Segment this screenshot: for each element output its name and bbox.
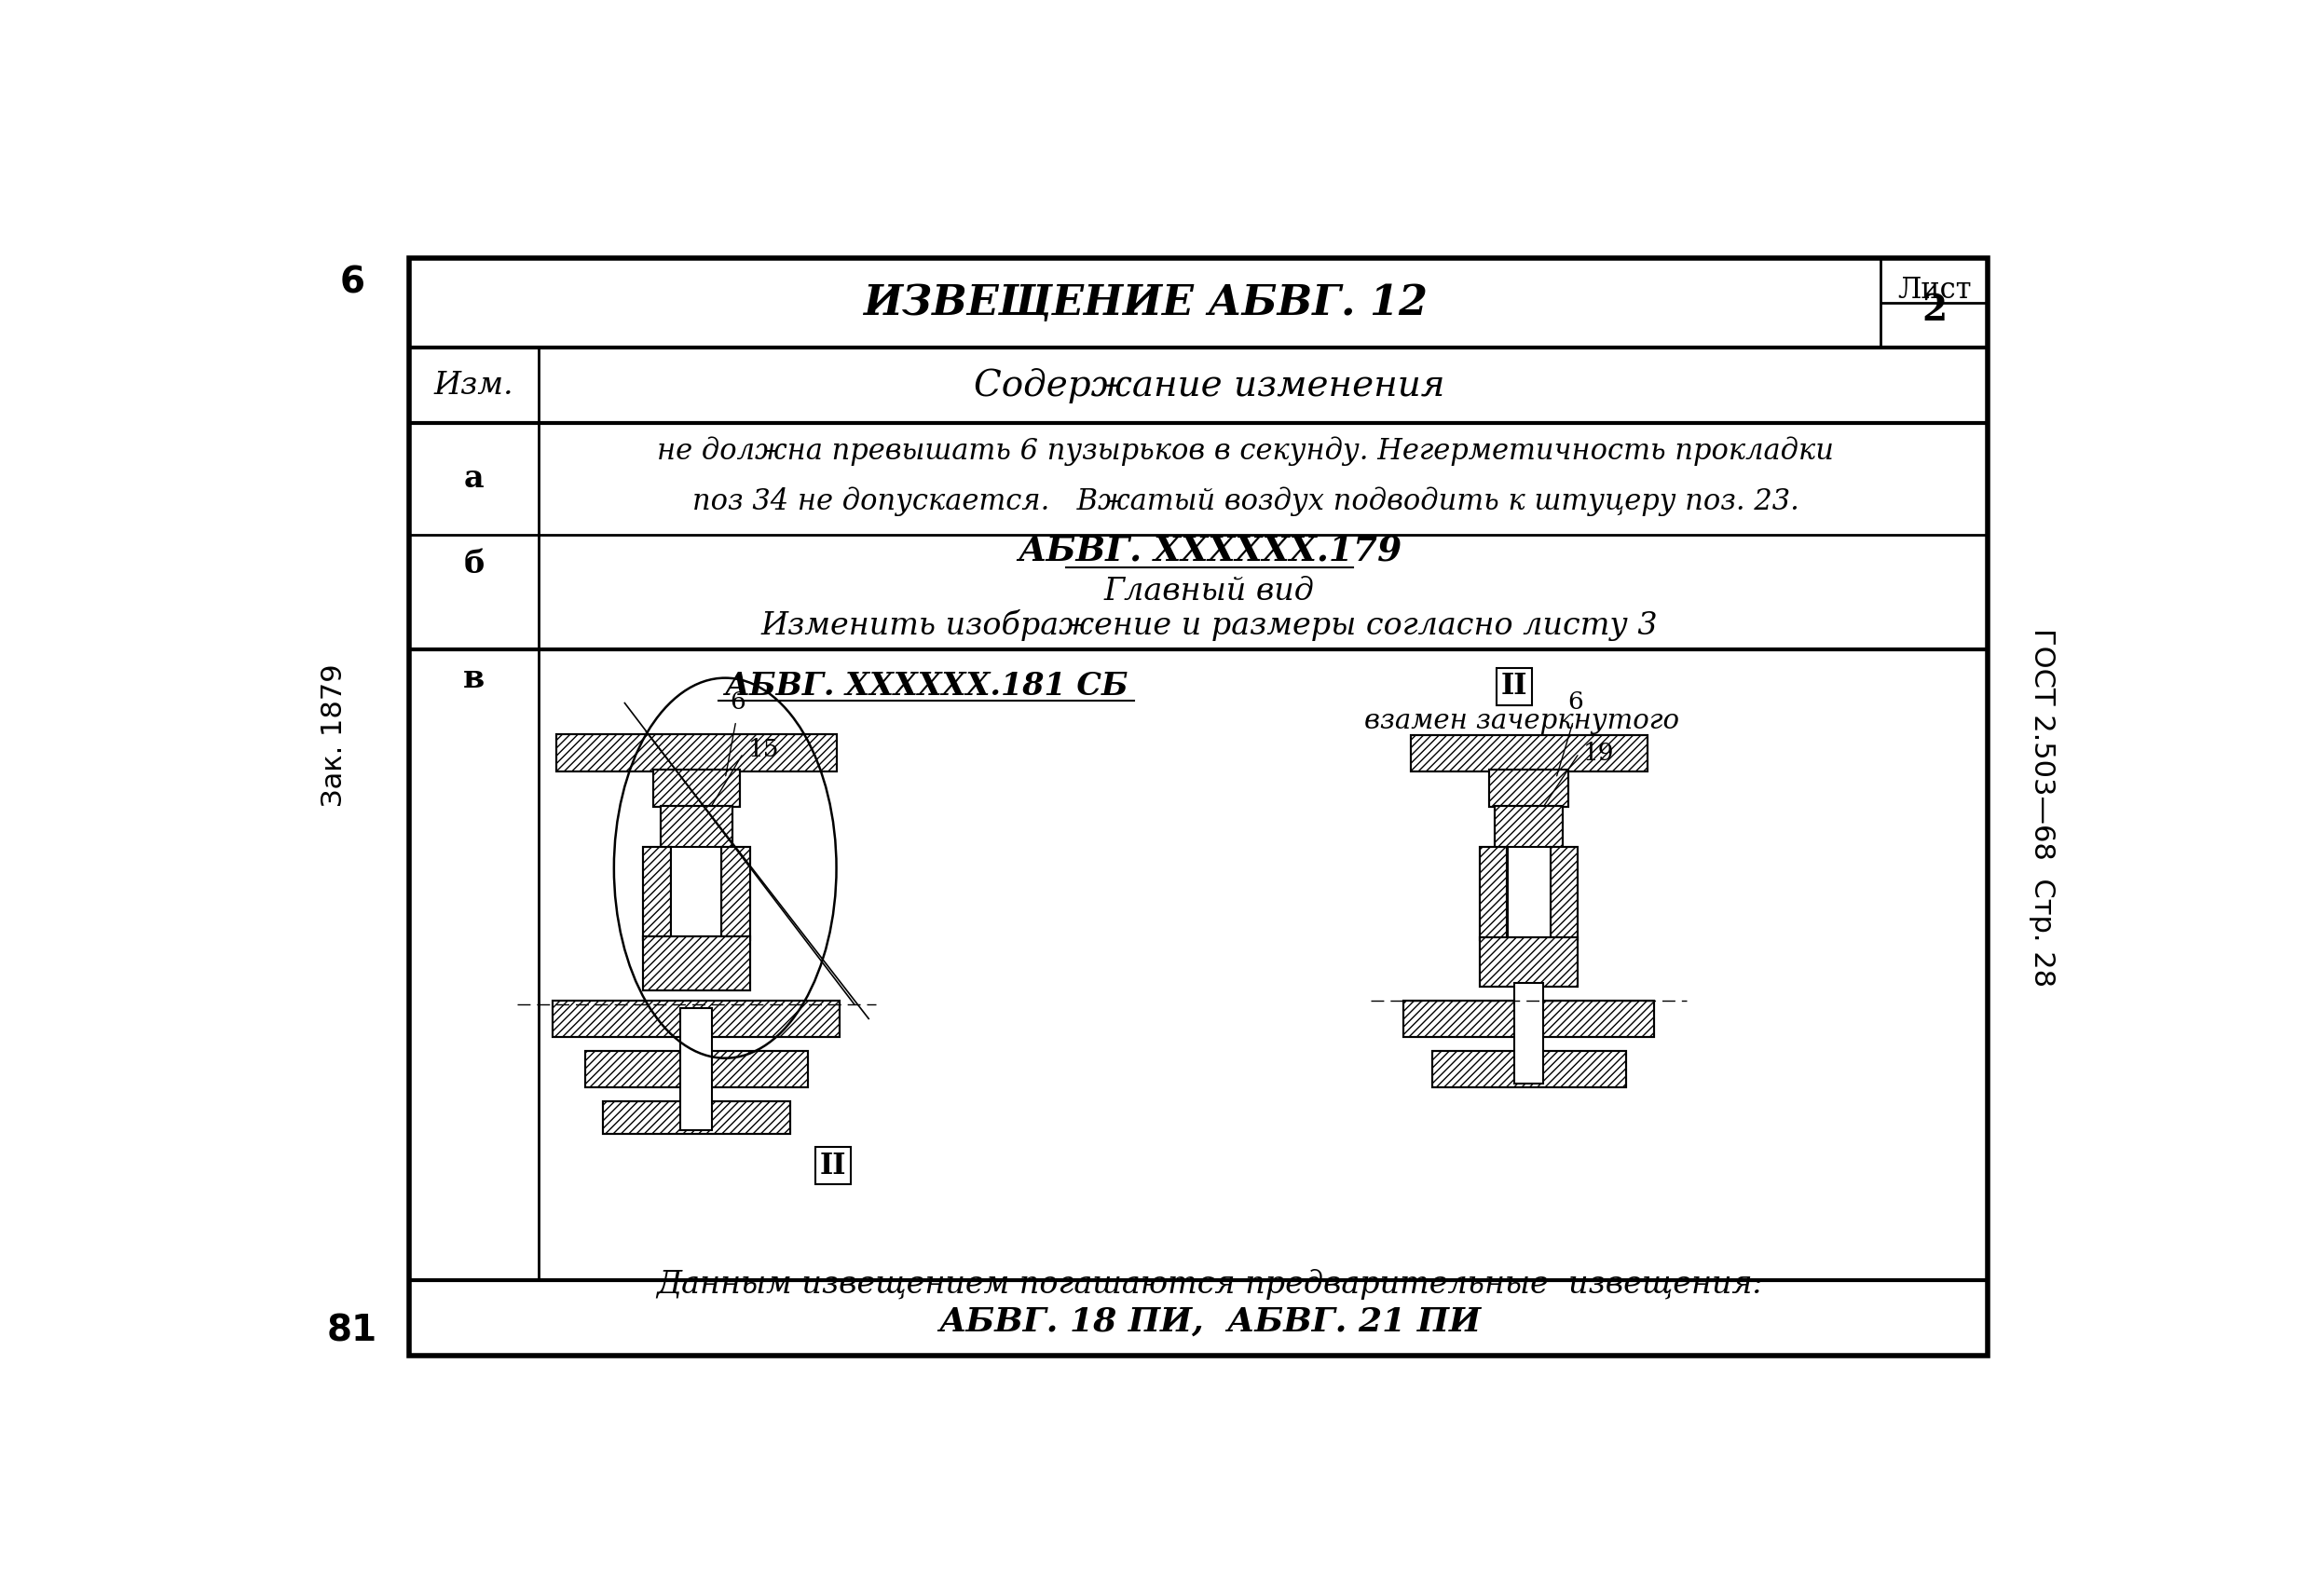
Bar — [557, 734, 837, 771]
Text: ИЗВЕЩЕНИЕ АБВГ. 12: ИЗВЕЩЕНИЕ АБВГ. 12 — [862, 282, 1428, 322]
Text: а: а — [465, 463, 483, 495]
Bar — [654, 769, 740, 808]
Text: 15: 15 — [749, 737, 779, 761]
Bar — [1551, 846, 1578, 940]
Bar — [661, 806, 733, 851]
Bar — [673, 846, 721, 940]
Text: АБВГ. XXXXXX.181 СБ: АБВГ. XXXXXX.181 СБ — [723, 672, 1128, 702]
Bar — [1488, 769, 1569, 808]
Bar — [721, 846, 751, 940]
Text: II: II — [820, 1151, 846, 1179]
Bar — [603, 1101, 790, 1133]
Bar — [585, 1052, 807, 1087]
Text: 6: 6 — [730, 691, 746, 713]
Text: Главный вид: Главный вид — [1105, 576, 1315, 606]
Bar — [1479, 846, 1507, 940]
Bar — [642, 846, 673, 940]
Bar — [1403, 1001, 1655, 1037]
Bar — [1495, 806, 1562, 851]
Bar — [1479, 846, 1507, 940]
Bar — [661, 806, 733, 851]
Text: АБВГ. 18 ПИ,  АБВГ. 21 ПИ: АБВГ. 18 ПИ, АБВГ. 21 ПИ — [938, 1306, 1481, 1337]
Bar — [1410, 736, 1648, 771]
Text: 6: 6 — [340, 265, 365, 300]
Bar — [1495, 806, 1562, 851]
Text: 2: 2 — [1920, 292, 1946, 327]
Text: поз 34 не допускается.   Вжатый воздух подводить к штуцеру поз. 23.: поз 34 не допускается. Вжатый воздух под… — [691, 487, 1798, 517]
Bar — [585, 1052, 807, 1087]
Text: Изм.: Изм. — [434, 370, 513, 401]
Bar — [557, 734, 837, 771]
Bar — [1488, 769, 1569, 808]
Text: II: II — [1502, 672, 1528, 701]
Bar — [642, 937, 751, 990]
Text: Изменить изображение и размеры согласно листу 3: Изменить изображение и размеры согласно … — [760, 610, 1657, 642]
Text: Содержание изменения: Содержание изменения — [973, 369, 1444, 404]
Bar — [1479, 937, 1578, 986]
Bar — [1514, 983, 1544, 1084]
Bar — [552, 1001, 839, 1037]
Text: Лист: Лист — [1897, 276, 1971, 305]
Text: Зак. 1879: Зак. 1879 — [321, 664, 347, 808]
Bar — [1479, 937, 1578, 986]
Text: в: в — [462, 664, 485, 694]
Bar — [409, 259, 1987, 1357]
Text: Данным извещением погашаются предварительные  извещения:: Данным извещением погашаются предварител… — [656, 1269, 1763, 1299]
Bar — [642, 846, 673, 940]
Text: АБВГ. XXXXXX.179: АБВГ. XXXXXX.179 — [1017, 533, 1400, 568]
Bar — [552, 1001, 839, 1037]
Bar — [642, 937, 751, 990]
Bar — [1410, 736, 1648, 771]
Bar — [1403, 1001, 1655, 1037]
Bar — [603, 1101, 790, 1133]
Text: не должна превышать 6 пузырьков в секунду. Негерметичность прокладки: не должна превышать 6 пузырьков в секунд… — [656, 437, 1835, 466]
Bar — [1551, 846, 1578, 940]
Text: б: б — [465, 549, 485, 579]
Text: ГОСТ 2.503—68  Стр. 28: ГОСТ 2.503—68 Стр. 28 — [2029, 627, 2054, 986]
Bar — [654, 769, 740, 808]
Text: 19: 19 — [1583, 742, 1615, 764]
Bar — [721, 846, 751, 940]
Bar — [682, 1009, 712, 1130]
Text: 6: 6 — [1567, 691, 1583, 713]
Text: 81: 81 — [326, 1314, 377, 1349]
Bar — [1433, 1052, 1625, 1087]
Text: взамен зачеркнутого: взамен зачеркнутого — [1363, 709, 1680, 734]
Bar — [1433, 1052, 1625, 1087]
Bar — [1507, 846, 1551, 940]
